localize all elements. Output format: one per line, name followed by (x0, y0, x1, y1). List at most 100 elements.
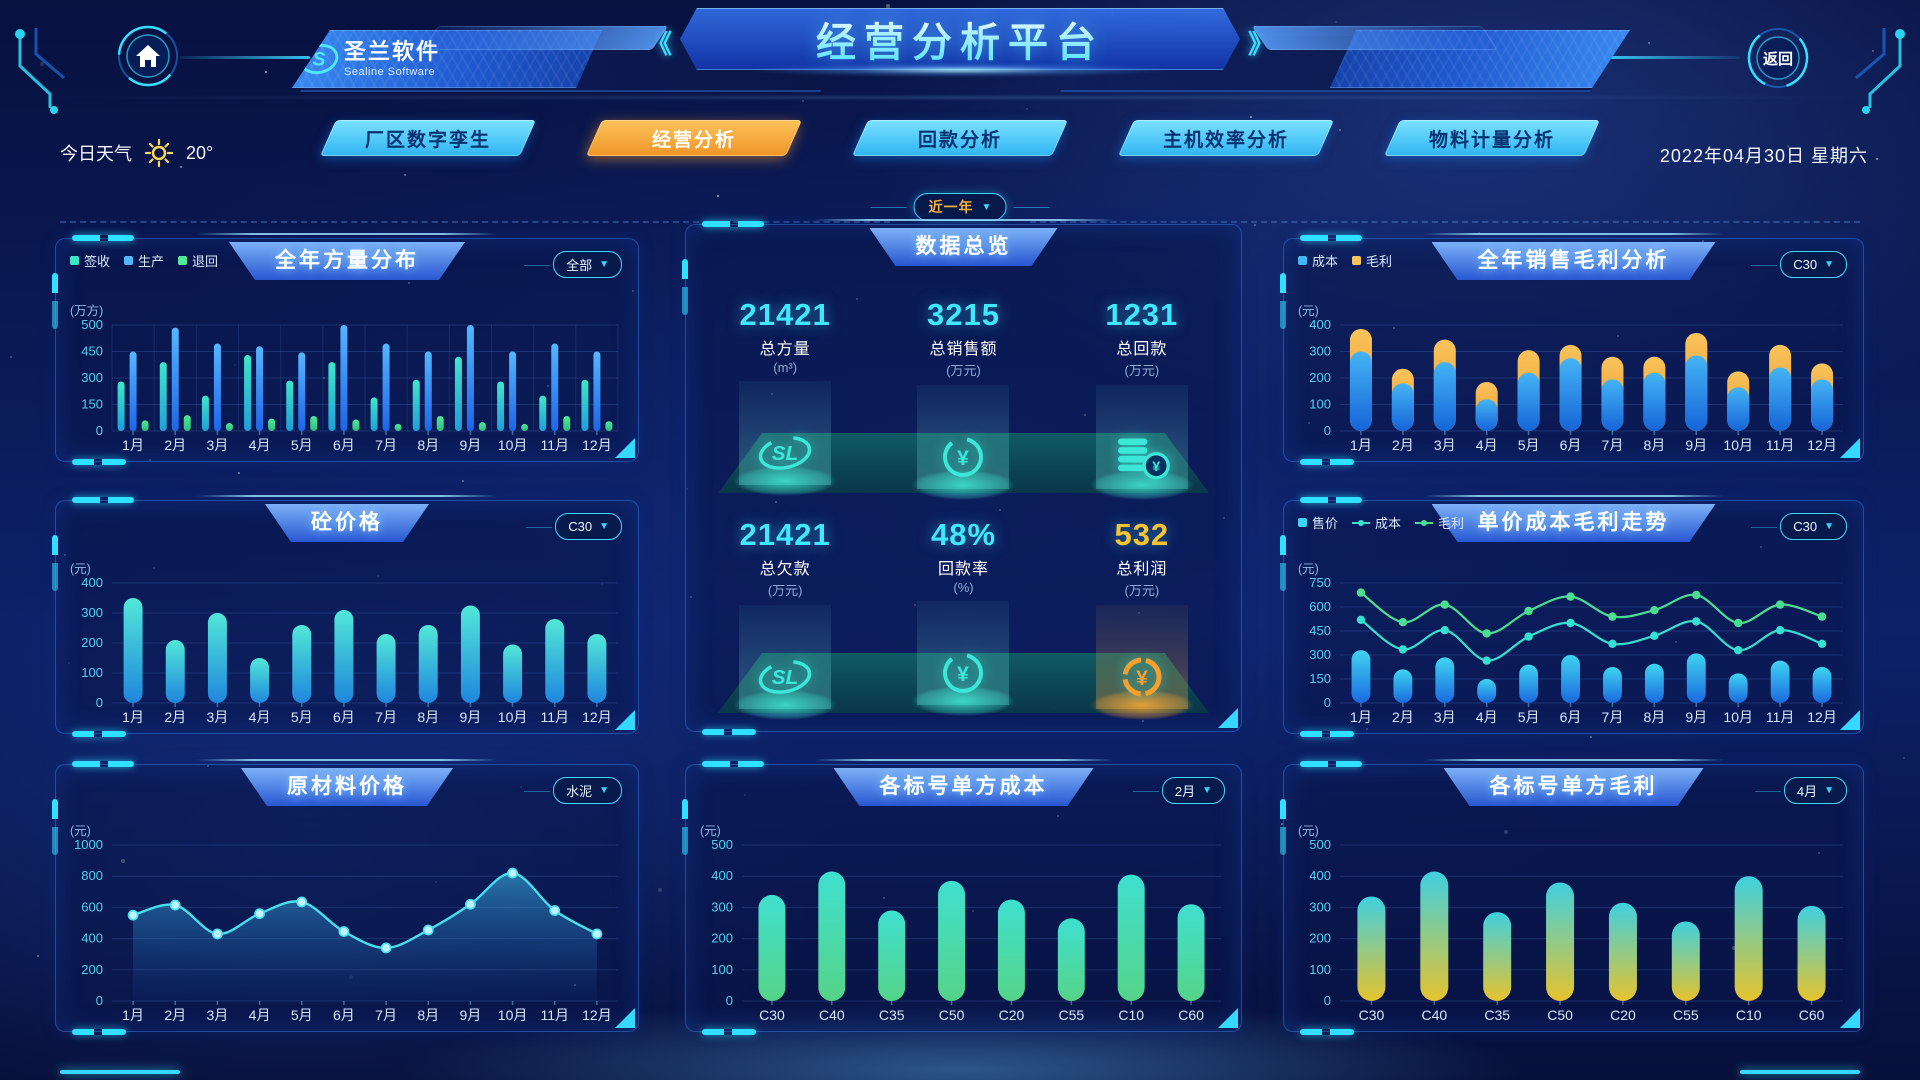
kpi-column: ¥ (1072, 605, 1211, 725)
filter-dropdown[interactable]: C30 (1751, 513, 1847, 540)
panel-deco-line (197, 233, 497, 235)
svg-text:9月: 9月 (1685, 437, 1707, 453)
svg-text:4月: 4月 (1476, 709, 1498, 725)
chart-legend: 成本 毛利 (1298, 251, 1392, 270)
svg-text:6月: 6月 (333, 1007, 355, 1023)
svg-text:1月: 1月 (122, 1007, 144, 1023)
svg-text:400: 400 (1309, 317, 1331, 332)
kpi-unit: (万元) (1124, 363, 1160, 378)
kpi-label: 总方量 (759, 341, 811, 358)
home-button[interactable] (116, 24, 180, 88)
svg-text:7月: 7月 (375, 437, 397, 453)
svg-text:100: 100 (1309, 962, 1331, 977)
legend-item[interactable]: 签收 (70, 251, 110, 270)
svg-text:SL: SL (772, 666, 798, 689)
kpi-column: SL (716, 605, 855, 725)
legend-square-marker (70, 256, 79, 265)
panel-deco-line (1423, 759, 1724, 761)
svg-text:1月: 1月 (122, 709, 144, 725)
svg-text:3月: 3月 (1434, 709, 1456, 725)
tab-4[interactable]: 主机效率分析 (1117, 120, 1335, 156)
legend-item[interactable]: 退回 (178, 251, 218, 270)
chart-unit-cost-by-grade: 0 100 200 300 400 500 (元) C30 C40 C35 C50 C20 C55 C10… (692, 821, 1235, 1027)
legend-item[interactable]: 生产 (124, 251, 164, 270)
svg-text:200: 200 (711, 931, 733, 946)
legend-square-marker (1298, 518, 1307, 527)
company-name: 圣兰软件 (344, 38, 441, 64)
kpi-column: ¥ (894, 601, 1033, 721)
back-button[interactable]: 返回 (1746, 26, 1810, 90)
svg-text:400: 400 (1309, 868, 1331, 883)
filter-dropdown[interactable]: C30 (1751, 251, 1847, 278)
legend-label: 成本 (1312, 254, 1339, 269)
svg-text:10月: 10月 (1723, 437, 1753, 453)
panel-deco (1300, 459, 1354, 465)
sl-logo-icon: SL (758, 436, 812, 470)
svg-text:200: 200 (81, 635, 103, 650)
chart-legend: 签收 生产 退回 (70, 251, 218, 270)
tab-3[interactable]: 回款分析 (851, 120, 1069, 156)
svg-text:600: 600 (81, 899, 103, 914)
svg-text:C40: C40 (819, 1007, 845, 1023)
panel-annual-volume-distribution: 全年方量分布 签收 生产 退回 全部 0 150 300 450 500(万方) 1月 2月 3月… (52, 233, 639, 465)
panel-unit-price-cost-profit-trend: 单价成本毛利走势 售价 成本 毛利 C30 0 150 300 450 600 750(元) 1… (1280, 495, 1864, 737)
tab-1[interactable]: 厂区数字孪生 (319, 120, 537, 156)
chart-annual-sales-gross-profit: 0 100 200 300 400 (元) 1月 2月 3月 4月 5月 6月 7月 8月 9月 10月 11月… (1290, 301, 1857, 457)
yuan-refresh-icon: ¥ (943, 437, 984, 477)
filter-dropdown[interactable]: 全部 (524, 251, 622, 278)
bottom-strip-left (60, 1070, 180, 1074)
svg-text:8月: 8月 (417, 709, 439, 725)
svg-text:150: 150 (81, 397, 103, 412)
company-name-en: Sealine Software (344, 65, 436, 78)
svg-text:5月: 5月 (291, 437, 313, 453)
svg-text:1月: 1月 (1350, 709, 1372, 725)
svg-text:0: 0 (1324, 695, 1331, 710)
svg-text:500: 500 (1309, 837, 1331, 852)
svg-text:C55: C55 (1673, 1007, 1699, 1023)
filter-dropdown[interactable]: C30 (526, 513, 622, 540)
chevron-right-icon (1248, 24, 1274, 61)
legend-item[interactable]: 毛利 (1415, 513, 1464, 532)
svg-text:12月: 12月 (582, 709, 612, 725)
header-connector-line (180, 56, 310, 59)
svg-text:100: 100 (1309, 397, 1331, 412)
svg-text:3月: 3月 (207, 709, 229, 725)
svg-text:11月: 11月 (1766, 437, 1795, 453)
filter-dropdown[interactable]: 4月 (1754, 777, 1847, 804)
panel-title: 数据总览 (870, 228, 1058, 266)
svg-text:2月: 2月 (164, 1007, 186, 1023)
filter-dropdown[interactable]: 2月 (1132, 777, 1225, 804)
title-glow (745, 63, 1175, 77)
svg-text:C35: C35 (1484, 1007, 1510, 1023)
tab-5[interactable]: 物料计量分析 (1383, 120, 1601, 156)
tab-2[interactable]: 经营分析 (585, 120, 803, 156)
corner-circuit-left (15, 28, 65, 114)
kpi-label: 总销售额 (929, 341, 998, 358)
kpi-glow (1072, 465, 1211, 505)
legend-item[interactable]: 毛利 (1352, 251, 1392, 270)
time-range-dropdown[interactable]: 近一年 (870, 193, 1050, 221)
weather-widget: 今日天气 20° (60, 138, 213, 168)
kpi-label: 回款率 (937, 561, 989, 578)
filter-dropdown[interactable]: 水泥 (524, 777, 622, 804)
panel-deco (52, 273, 58, 329)
legend-item[interactable]: 成本 (1352, 513, 1401, 532)
svg-text:450: 450 (81, 344, 103, 359)
dropdown-value: C30 (568, 519, 593, 534)
chart-unit-gross-profit-by-grade: 0 100 200 300 400 500 (元) C30 C40 C35 C50 C20 C55 C10… (1290, 821, 1857, 1027)
panel-deco (1300, 1029, 1354, 1035)
svg-text:0: 0 (1324, 423, 1331, 438)
legend-label: 毛利 (1366, 254, 1393, 269)
svg-text:C55: C55 (1058, 1007, 1084, 1023)
svg-text:C20: C20 (1610, 1007, 1636, 1023)
overview-row: 21421 总方量 (m³) SL 3215 总销售额 (万元) ¥1231 总回款 (万元) ¥ (696, 283, 1231, 505)
legend-item[interactable]: 成本 (1298, 251, 1338, 270)
legend-item[interactable]: 售价 (1298, 513, 1338, 532)
svg-text:200: 200 (81, 962, 103, 977)
chevron-down-icon (599, 259, 609, 270)
chevron-down-icon (982, 202, 992, 213)
chart-raw-material-price: 0 200 400 600 800 1000 (元) 1月 2月 3月 4月 5月 6月 7月 8月 9月 10… (62, 821, 632, 1027)
svg-text:C60: C60 (1799, 1007, 1825, 1023)
svg-text:4月: 4月 (1476, 437, 1498, 453)
panel-deco (72, 459, 126, 465)
